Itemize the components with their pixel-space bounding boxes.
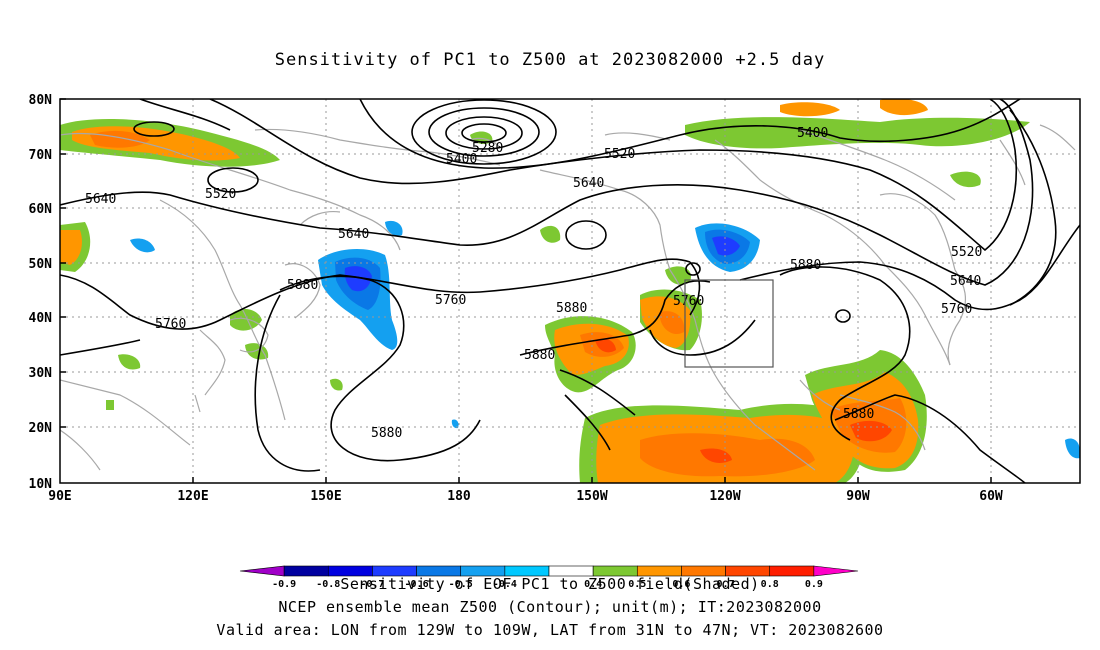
colorbar: -0.9 -0.8 -0.7 -0.6 -0.5 -0.4 0.4 0.5 0.6 0.7 0.8 0… — [239, 565, 859, 590]
contour-label: 5880 — [287, 278, 318, 293]
colorbar-tick-label: -0.7 — [360, 579, 384, 590]
contour-label: 5640 — [85, 192, 116, 207]
footer-valid-area: Valid area: LON from 129W to 109W, LAT f… — [216, 621, 884, 639]
lon-label-120w: 120W — [709, 489, 740, 504]
lon-label-120e: 120E — [177, 489, 208, 504]
lat-label-20n: 20N — [29, 421, 53, 436]
colorbar-tick-label: 0.7 — [717, 579, 735, 590]
lat-label-30n: 30N — [29, 366, 53, 381]
z500-contours — [60, 99, 1080, 483]
contour-label: 5400 — [446, 152, 477, 167]
axis-ticks — [60, 98, 992, 483]
contour-label: 5520 — [604, 147, 635, 162]
colorbar-tick-label: -0.5 — [449, 579, 473, 590]
contour-label: 5760 — [673, 294, 704, 309]
coastline-layer — [60, 124, 1076, 471]
lat-label-70n: 70N — [29, 148, 53, 163]
contour-label: 5880 — [556, 301, 587, 316]
colorbar-tick-label: -0.6 — [405, 579, 429, 590]
contour-label: 5520 — [951, 245, 982, 260]
lat-label-50n: 50N — [29, 257, 53, 272]
contour-label: 5400 — [797, 126, 828, 141]
longitude-labels: 90E 120E 150E 180 150W 120W 90W 60W — [48, 489, 1003, 504]
lat-label-80n: 80N — [29, 93, 53, 108]
shading-deepblue — [344, 236, 740, 292]
lon-label-60w: 60W — [979, 489, 1003, 504]
lon-label-90w: 90W — [846, 489, 870, 504]
shaded-sensitivity-layer — [60, 99, 1080, 483]
chart-title: Sensitivity of PC1 to Z500 at 2023082000… — [274, 50, 826, 70]
shading-red — [595, 338, 892, 463]
valid-area-box — [684, 279, 774, 368]
colorbar-tick-label: 0.4 — [584, 579, 602, 590]
contour-labels: 5280 5400 5400 5520 5520 5520 5640 5640 … — [85, 126, 982, 441]
contour-label: 5640 — [573, 176, 604, 191]
contour-label: 5760 — [155, 317, 186, 332]
contour-label: 5760 — [941, 302, 972, 317]
lon-label-180: 180 — [447, 489, 471, 504]
lat-label-40n: 40N — [29, 311, 53, 326]
colorbar-tick-label: -0.4 — [493, 579, 517, 590]
lon-label-150w: 150W — [576, 489, 607, 504]
contour-label: 5880 — [843, 407, 874, 422]
contour-label: 5520 — [205, 187, 236, 202]
colorbar-tick-label: 0.8 — [761, 579, 779, 590]
map-frame — [59, 98, 1081, 484]
lat-label-60n: 60N — [29, 202, 53, 217]
contour-label: 5640 — [338, 227, 369, 242]
colorbar-tick-label: 0.5 — [628, 579, 646, 590]
lon-label-90e: 90E — [48, 489, 71, 504]
lat-label-10n: 10N — [29, 477, 53, 492]
lat-lon-grid — [60, 99, 1080, 483]
contour-label: 5760 — [435, 293, 466, 308]
footer-shaded-description: Sensitivity of EOF PC1 to Z500 field(Sha… — [340, 575, 760, 593]
contour-label: 5280 — [472, 141, 503, 156]
contour-label: 5880 — [371, 426, 402, 441]
contour-label: 5880 — [524, 348, 555, 363]
contour-label: 5880 — [790, 258, 821, 273]
lon-label-150e: 150E — [310, 489, 341, 504]
colorbar-tick-label: 0.6 — [672, 579, 690, 590]
colorbar-tick-label: -0.8 — [316, 579, 340, 590]
footer-contour-description: NCEP ensemble mean Z500 (Contour); unit(… — [278, 598, 822, 616]
colorbar-tick-label: -0.9 — [272, 579, 296, 590]
contour-label: 5640 — [950, 274, 981, 289]
latitude-labels: 80N 70N 60N 50N 40N 30N 20N 10N — [29, 93, 53, 492]
colorbar-tick-label: 0.9 — [805, 579, 823, 590]
colorbar-swatch — [813, 565, 859, 577]
